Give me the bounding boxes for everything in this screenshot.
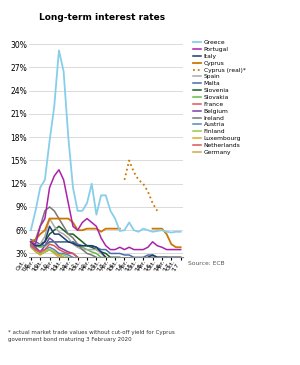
Text: Apr.
'15: Apr. '15 [118,259,134,275]
Text: Oct.
'15: Oct. '15 [128,259,143,275]
Text: Oct.
'08: Oct. '08 [15,259,31,275]
Text: Apr.
'11: Apr. '11 [44,259,59,275]
Text: Apr.
'16: Apr. '16 [137,259,153,275]
Text: Oct.
'11: Oct. '11 [52,259,68,275]
Text: Oct.
'13: Oct. '13 [90,259,106,275]
Text: Apr.
'17: Apr. '17 [156,259,171,275]
Legend: Greece, Portugal, Italy, Cyprus, Cyprus (real)*, Spain, Malta, Slovenia, Slovaki: Greece, Portugal, Italy, Cyprus, Cyprus … [190,38,248,157]
Text: Oct.
'14: Oct. '14 [109,259,124,275]
Text: Long-term interest rates: Long-term interest rates [39,13,165,22]
Text: Oct.
'16: Oct. '16 [146,259,162,275]
Text: Oct.
'10: Oct. '10 [34,259,50,275]
Text: Apr.
'13: Apr. '13 [81,259,96,275]
Text: Source: ECB: Source: ECB [188,261,224,266]
Text: Oct.
'17: Oct. '17 [165,259,181,275]
Text: Oct.
'12: Oct. '12 [71,259,87,275]
Text: Apr.
'12: Apr. '12 [62,259,78,275]
Text: Apr.
'14: Apr. '14 [100,259,115,275]
Text: Apr.
'10: Apr. '10 [25,259,40,275]
Text: * actual market trade values without cut-off yield for Cyprus
government bond ma: * actual market trade values without cut… [8,330,174,342]
